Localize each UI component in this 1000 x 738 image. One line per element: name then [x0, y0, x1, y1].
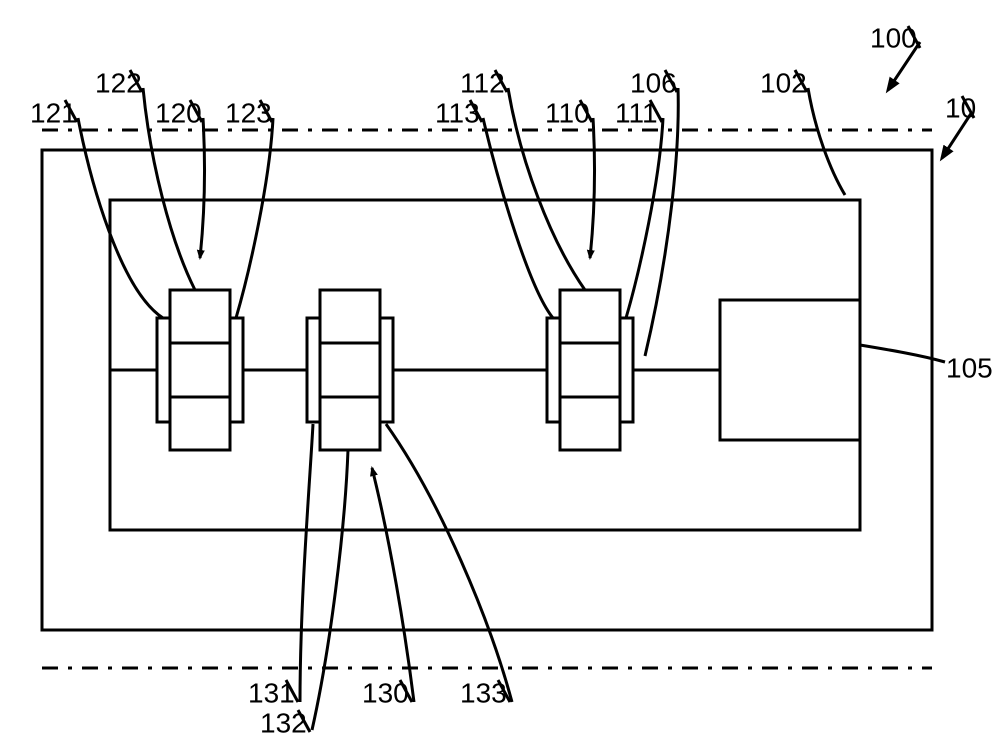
leader-111: [626, 118, 663, 318]
machine-130-body: [320, 290, 380, 450]
machine-120-endcap-1: [230, 318, 243, 422]
machine-130-endcap-0: [307, 318, 320, 422]
block-105: [720, 300, 860, 440]
ref-label-113: 113: [435, 97, 480, 128]
machine-110-body: [560, 290, 620, 450]
leader-110: [590, 118, 594, 258]
ref-label-122: 122: [95, 67, 142, 98]
leader-133: [386, 424, 512, 702]
ref-label-121: 121: [30, 97, 77, 128]
ref-label-102: 102: [760, 67, 807, 98]
ref-label-120: 120: [155, 97, 202, 128]
leader-120: [200, 118, 204, 258]
ref-label-10: 10: [945, 92, 976, 123]
machine-120-body: [170, 290, 230, 450]
machine-110-endcap-0: [547, 318, 560, 422]
machine-130-endcap-1: [380, 318, 393, 422]
leader-113: [483, 118, 553, 318]
ref-label-106: 106: [630, 67, 677, 98]
ref-label-105: 105: [946, 352, 993, 383]
leader-132: [312, 450, 348, 730]
leader-123: [236, 118, 273, 318]
machine-120: [157, 290, 243, 450]
leader-131: [300, 424, 313, 702]
ref-label-112: 112: [460, 67, 505, 98]
machine-120-endcap-0: [157, 318, 170, 422]
machine-110-endcap-1: [620, 318, 633, 422]
leader-102: [808, 88, 845, 195]
ref-label-123: 123: [225, 97, 272, 128]
machine-130: [307, 290, 393, 450]
patent-diagram: 1221211201231121131101061111021311321301…: [0, 0, 1000, 738]
ref-label-110: 110: [545, 97, 590, 128]
machine-110: [547, 290, 633, 450]
